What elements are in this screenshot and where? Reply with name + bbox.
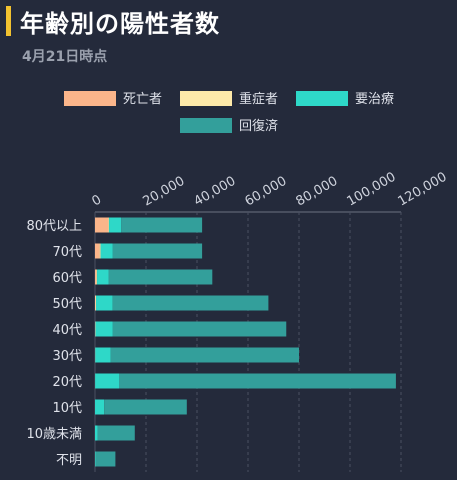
bar-segment-4[interactable] [110, 347, 300, 363]
as-of-date: 4月21日時点 [22, 49, 108, 65]
legend-swatch-1[interactable] [64, 91, 116, 106]
bar-segment-3[interactable] [95, 347, 111, 363]
x-tick-label: 60,000 [243, 174, 290, 210]
bar-segment-4[interactable] [119, 373, 396, 389]
bar-segment-3[interactable] [95, 399, 105, 415]
category-label: 10歳未満 [26, 427, 82, 442]
page-title: 年齢別の陽性者数 [20, 10, 220, 38]
bar-segment-4[interactable] [97, 425, 135, 441]
category-label: 10代 [52, 401, 82, 416]
bar-segment-4[interactable] [95, 451, 116, 467]
category-label: 不明 [56, 453, 82, 468]
x-tick-label: 100,000 [345, 170, 399, 210]
category-label: 70代 [52, 245, 82, 260]
legend-swatch-4[interactable] [180, 118, 232, 133]
bar-segment-4[interactable] [121, 217, 203, 233]
x-tick-label: 40,000 [192, 174, 239, 210]
x-tick-label: 20,000 [141, 174, 188, 210]
bar-segment-4[interactable] [112, 295, 269, 311]
bar-segment-4[interactable] [108, 269, 213, 285]
x-tick-label: 120,000 [396, 170, 450, 210]
legend-label-3[interactable]: 要治療 [355, 92, 394, 107]
bar-segment-3[interactable] [95, 451, 96, 467]
legend-swatch-3[interactable] [296, 91, 348, 106]
bar-segment-1[interactable] [95, 243, 100, 259]
bar-segment-1[interactable] [95, 269, 97, 285]
bar-segment-1[interactable] [95, 217, 109, 233]
legend-label-1[interactable]: 死亡者 [123, 92, 162, 107]
category-label: 60代 [52, 271, 82, 286]
bar-segment-4[interactable] [104, 399, 187, 415]
bar-segment-4[interactable] [112, 321, 287, 337]
x-tick-label: 0 [90, 192, 105, 209]
category-label: 80代以上 [26, 219, 82, 234]
legend-swatch-2[interactable] [180, 91, 232, 106]
bar-segment-3[interactable] [95, 373, 120, 389]
bar-segment-3[interactable] [95, 321, 113, 337]
category-label: 20代 [52, 375, 82, 390]
legend-label-2[interactable]: 重症者 [239, 91, 278, 107]
x-tick-label: 80,000 [294, 174, 341, 210]
bar-segment-3[interactable] [95, 425, 98, 441]
bar-segment-2[interactable] [108, 217, 110, 233]
bar-segment-1[interactable] [95, 295, 96, 311]
bar-segment-4[interactable] [112, 243, 203, 259]
bar-segment-3[interactable] [97, 269, 109, 285]
bar-segment-3[interactable] [96, 295, 113, 311]
bar-segment-3[interactable] [109, 217, 122, 233]
legend-label-4[interactable]: 回復済 [239, 118, 278, 134]
category-label: 40代 [52, 323, 82, 338]
category-label: 50代 [52, 297, 82, 312]
category-label: 30代 [52, 349, 82, 364]
bar-segment-2[interactable] [99, 243, 101, 259]
title-accent-bar [6, 6, 11, 36]
bar-segment-2[interactable] [96, 269, 98, 285]
bar-segment-2[interactable] [95, 295, 97, 311]
bar-segment-3[interactable] [100, 243, 113, 259]
